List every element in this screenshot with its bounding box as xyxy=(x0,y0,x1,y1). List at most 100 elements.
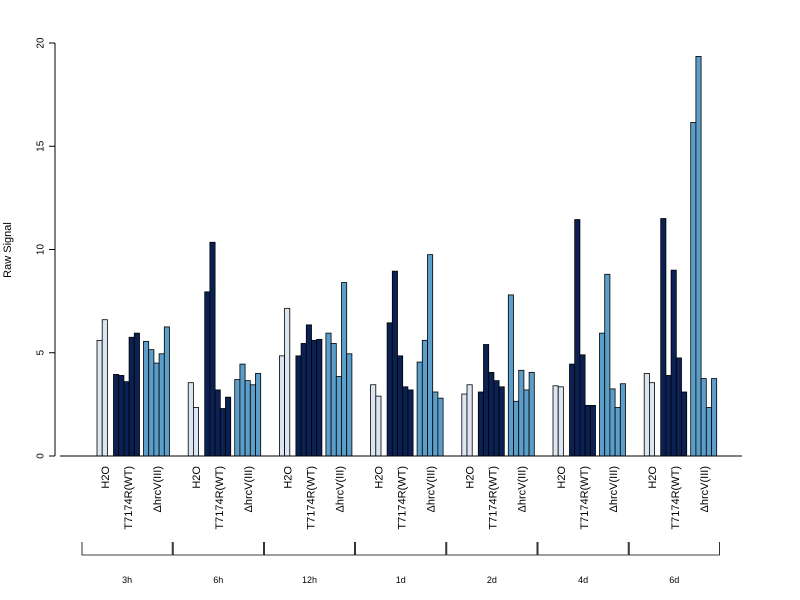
bar xyxy=(711,378,718,457)
timepoint-label: 4d xyxy=(578,575,588,585)
condition-label: ΔhrcV(III) xyxy=(152,466,164,512)
bar xyxy=(665,375,672,457)
bar xyxy=(386,322,393,457)
condition-label: ΔhrcV(III) xyxy=(334,466,346,512)
bar xyxy=(204,291,211,457)
bar xyxy=(513,400,520,457)
bar xyxy=(643,372,650,457)
condition-label: ΔhrcV(III) xyxy=(426,466,438,512)
bar xyxy=(163,326,170,457)
bar xyxy=(96,339,103,457)
bar xyxy=(305,324,312,457)
condition-label: H2O xyxy=(100,466,112,489)
bar xyxy=(402,386,409,457)
bar xyxy=(407,389,414,457)
y-tick-label: 15 xyxy=(36,140,47,152)
condition-label: ΔhrcV(III) xyxy=(243,466,255,512)
bar xyxy=(148,349,155,457)
bar xyxy=(466,384,473,457)
timepoint-label: 12h xyxy=(302,575,317,585)
bar xyxy=(604,273,611,457)
bar xyxy=(427,254,434,457)
condition-label: T7174R(WT) xyxy=(123,466,135,530)
bar xyxy=(397,355,404,457)
condition-label: H2O xyxy=(282,466,294,489)
bar xyxy=(300,343,307,457)
y-tick-label: 0 xyxy=(36,453,47,459)
bar xyxy=(133,332,140,457)
condition-label: T7174R(WT) xyxy=(305,466,317,530)
bar xyxy=(609,388,616,457)
condition-label: H2O xyxy=(556,466,568,489)
timepoint-bracket xyxy=(355,542,447,556)
bar xyxy=(518,369,525,457)
bar xyxy=(255,372,262,457)
bar xyxy=(675,357,682,457)
y-axis-title: Raw Signal xyxy=(2,222,14,278)
bar xyxy=(498,386,505,457)
bar xyxy=(316,338,323,457)
bar xyxy=(143,340,150,457)
condition-label: T7174R(WT) xyxy=(214,466,226,530)
bar xyxy=(335,376,342,457)
bar xyxy=(123,381,130,457)
bar xyxy=(649,382,656,457)
y-tick-label: 5 xyxy=(36,350,47,356)
condition-labels: H2O T7174R(WT) ΔhrcV(III) H2O T7174R(WT) Δhrc… xyxy=(100,466,711,530)
bar xyxy=(295,355,302,457)
bar xyxy=(552,385,559,457)
bar xyxy=(700,378,707,457)
bar xyxy=(244,380,251,457)
bar xyxy=(370,384,377,457)
bar xyxy=(330,343,337,457)
timepoint-brackets: 3h 6h 12h 1d 2d 4d 6d xyxy=(81,542,720,585)
bar xyxy=(589,405,596,457)
bar xyxy=(101,319,108,457)
bar xyxy=(416,361,423,457)
bar xyxy=(209,241,216,457)
condition-label: T7174R(WT) xyxy=(488,466,500,530)
bar xyxy=(421,339,428,457)
condition-label: T7174R(WT) xyxy=(579,466,591,530)
timepoint-bracket xyxy=(81,542,173,556)
bar xyxy=(391,270,398,457)
bar xyxy=(461,393,468,457)
bar xyxy=(432,391,439,457)
bar xyxy=(437,397,444,457)
y-tick-label: 20 xyxy=(36,37,47,49)
timepoint-label: 2d xyxy=(487,575,497,585)
condition-label: H2O xyxy=(374,466,386,489)
bar xyxy=(234,379,241,457)
bar xyxy=(488,371,495,457)
bar xyxy=(690,122,697,457)
bar xyxy=(158,353,165,457)
timepoint-bracket xyxy=(446,542,538,556)
bar xyxy=(346,353,353,457)
bar xyxy=(153,362,160,457)
bar xyxy=(225,396,232,457)
bar xyxy=(705,407,712,457)
bar xyxy=(284,307,291,457)
timepoint-label: 6h xyxy=(213,575,223,585)
bar xyxy=(311,339,318,457)
bar xyxy=(507,294,514,457)
bar xyxy=(599,332,606,457)
timepoint-bracket xyxy=(628,542,720,556)
bar xyxy=(681,391,688,457)
y-tick-label: 10 xyxy=(36,244,47,256)
condition-label: T7174R(WT) xyxy=(670,466,682,530)
timepoint-label: 3h xyxy=(122,575,132,585)
bar xyxy=(239,363,246,457)
condition-label: H2O xyxy=(647,466,659,489)
bar xyxy=(660,218,667,457)
condition-label: ΔhrcV(III) xyxy=(608,466,620,512)
bar xyxy=(493,380,500,457)
bar xyxy=(695,56,702,457)
bar xyxy=(483,344,490,457)
timepoint-bracket xyxy=(537,542,629,556)
bar xyxy=(187,382,194,457)
condition-label: ΔhrcV(III) xyxy=(517,466,529,512)
bar xyxy=(574,219,581,457)
condition-label: ΔhrcV(III) xyxy=(699,466,711,512)
